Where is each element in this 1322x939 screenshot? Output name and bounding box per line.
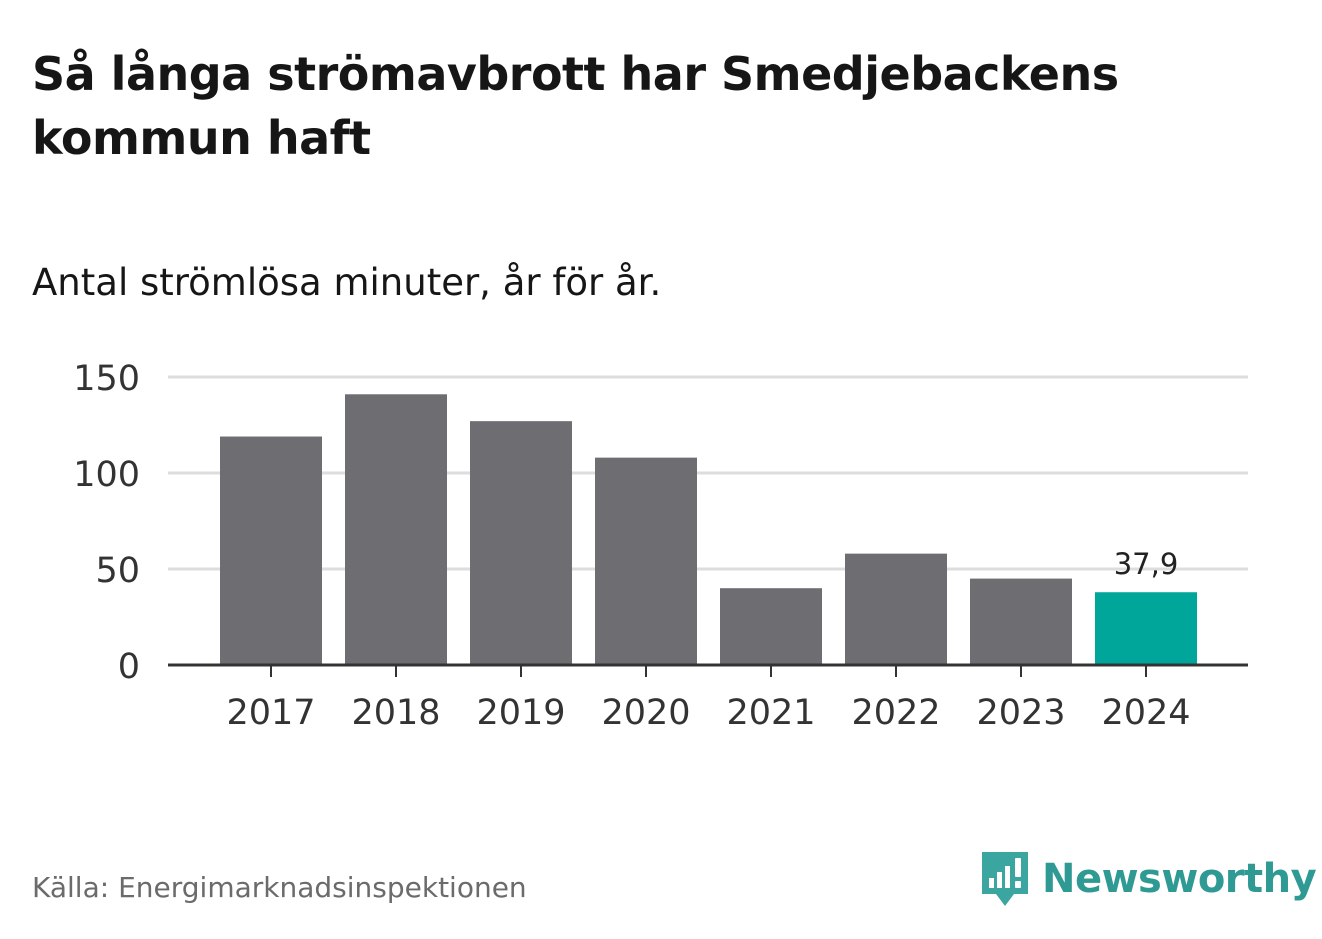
x-tick-label: 2024	[1101, 693, 1190, 733]
bar-2024	[1095, 592, 1197, 665]
bar-2021	[720, 588, 822, 665]
newsworthy-logo[interactable]: Newsworthy	[980, 848, 1317, 910]
x-tick-label: 2021	[726, 693, 815, 733]
x-tick-label: 2020	[601, 693, 690, 733]
bar-2018	[345, 394, 447, 665]
y-tick-label: 100	[73, 455, 140, 495]
x-tick-label: 2023	[976, 693, 1065, 733]
bar-chart: 0 50 100 150 2017 2018 2019 2020 2021 2022 2023 202…	[73, 359, 1248, 733]
y-tick-label: 50	[95, 551, 140, 591]
bar-2017	[220, 436, 322, 665]
newsworthy-logo-icon	[982, 852, 1028, 906]
x-tick-label: 2022	[851, 693, 940, 733]
y-tick-label: 0	[118, 647, 140, 687]
x-tick-label: 2019	[476, 693, 565, 733]
x-tick-label: 2017	[226, 693, 315, 733]
chart-subtitle: Antal strömlösa minuter, år för år.	[32, 261, 662, 304]
source-note: Källa: Energimarknadsinspektionen	[32, 871, 527, 904]
data-label: 37,9	[1114, 547, 1179, 581]
y-tick-label: 150	[73, 359, 140, 399]
bar-2020	[595, 457, 697, 665]
chart-title: Så långa strömavbrott har Smedjebackens …	[32, 47, 1119, 165]
x-tick-label: 2018	[351, 693, 440, 733]
brand-name: Newsworthy	[1042, 856, 1317, 902]
bar-2022	[845, 553, 947, 665]
bar-2023	[970, 578, 1072, 665]
bar-2019	[470, 421, 572, 665]
